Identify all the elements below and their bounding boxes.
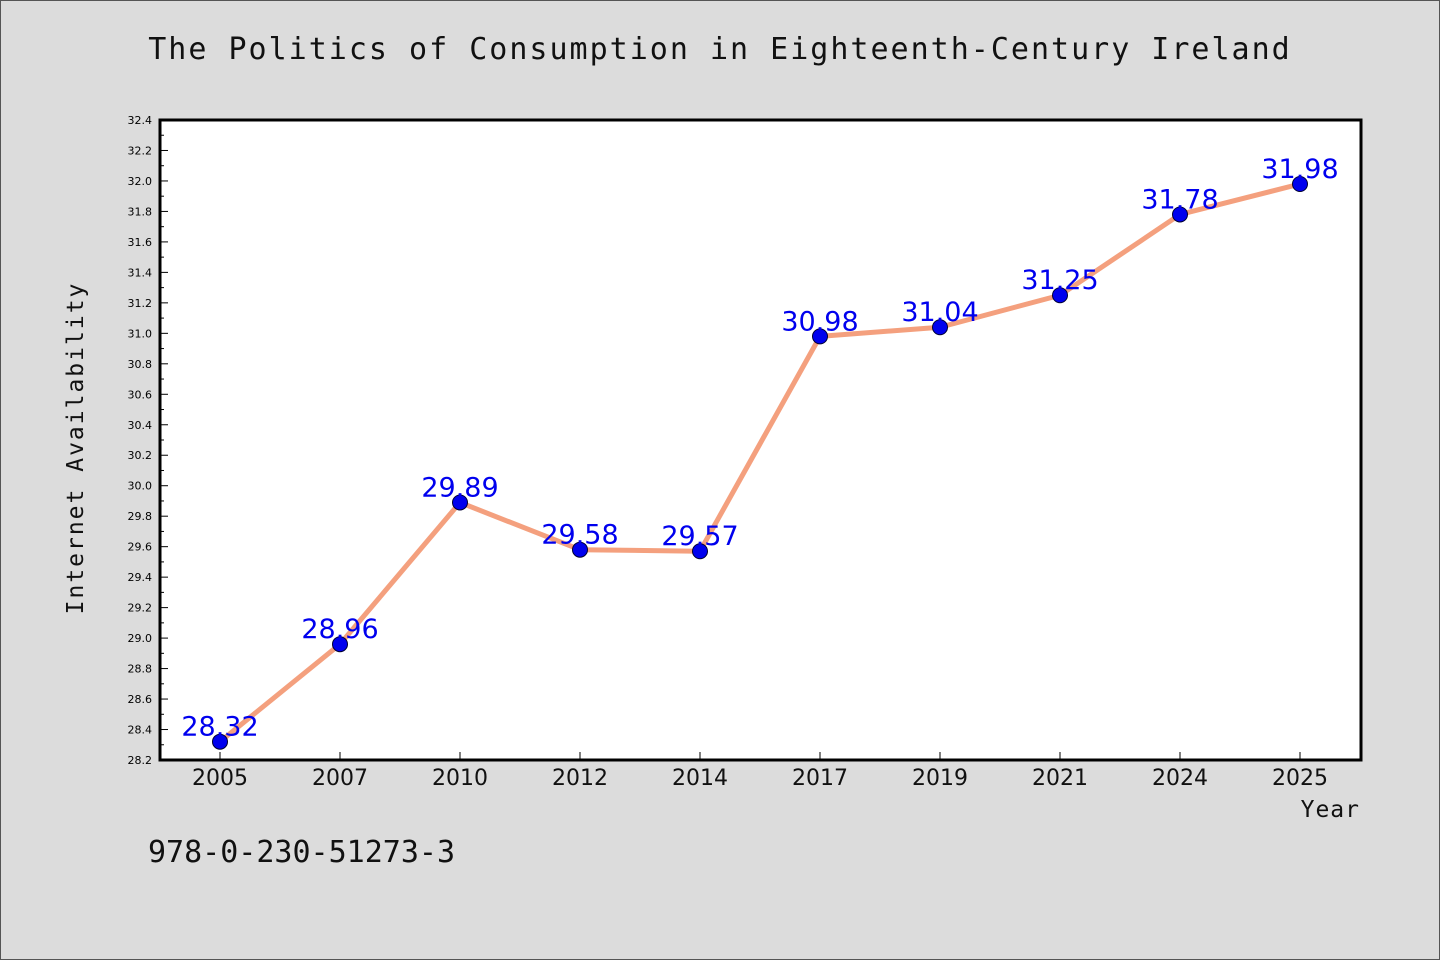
data-label: 30.98 — [781, 306, 858, 337]
y-tick-label: 30.8 — [128, 358, 153, 371]
series-layer — [212, 176, 1308, 750]
data-label: 31.04 — [901, 297, 978, 328]
data-label: 29.58 — [541, 520, 618, 551]
data-labels: 28.32 28.96 29.89 29.58 29.57 30.98 31.04 31.25… — [181, 154, 1338, 743]
x-tick-label: 2021 — [1032, 766, 1088, 791]
data-point — [812, 328, 828, 345]
y-tick-label: 31.0 — [128, 327, 153, 340]
data-label: 29.89 — [421, 472, 498, 503]
data-label: 28.96 — [301, 614, 378, 645]
data-point — [1292, 176, 1308, 192]
y-tick-label: 32.4 — [128, 114, 153, 127]
y-axis: 28.2 28.4 28.6 28.8 29.0 29.2 29.4 29.6 29.8 30.0… — [128, 114, 168, 767]
y-tick-label: 29.6 — [128, 541, 153, 554]
y-tick-label: 30.2 — [128, 449, 153, 462]
y-tick-label: 29.4 — [128, 571, 153, 584]
y-tick-label: 30.6 — [128, 388, 153, 401]
data-label: 29.57 — [661, 521, 738, 552]
data-point — [692, 543, 708, 560]
y-tick-label: 28.8 — [128, 663, 153, 676]
y-tick-label: 32.0 — [128, 175, 153, 188]
data-label: 31.78 — [1141, 184, 1218, 215]
data-point — [572, 541, 588, 558]
y-tick-label: 32.2 — [128, 144, 153, 157]
y-tick-label: 29.0 — [128, 632, 153, 645]
y-tick-label: 29.2 — [128, 602, 153, 615]
data-point — [452, 494, 468, 511]
data-point — [1052, 287, 1068, 304]
y-tick-label: 28.4 — [128, 724, 153, 737]
x-axis: 2005 2007 2010 2012 2014 2017 2019 2021 2024 2025 — [192, 752, 1328, 791]
chart-title: The Politics of Consumption in Eighteent… — [148, 32, 1292, 67]
y-tick-label: 28.2 — [128, 754, 153, 767]
y-tick-label: 30.0 — [128, 480, 153, 493]
data-label: 31.98 — [1261, 154, 1338, 185]
x-tick-label: 2012 — [552, 766, 608, 791]
y-tick-label: 29.8 — [128, 510, 153, 523]
y-tick-label: 28.6 — [128, 693, 153, 706]
data-point — [932, 319, 948, 336]
y-tick-label: 31.2 — [128, 297, 153, 310]
y-tick-label: 30.4 — [128, 419, 153, 432]
x-axis-label: Year — [1300, 797, 1360, 823]
footer-code: 978-0-230-51273-3 — [148, 835, 456, 870]
x-tick-label: 2025 — [1272, 766, 1328, 791]
x-tick-label: 2017 — [792, 766, 848, 791]
y-tick-label: 31.4 — [128, 266, 153, 279]
x-tick-label: 2005 — [192, 766, 248, 791]
x-tick-label: 2010 — [432, 766, 488, 791]
x-tick-label: 2007 — [312, 766, 368, 791]
data-label: 31.25 — [1021, 265, 1098, 296]
x-tick-label: 2014 — [672, 766, 728, 791]
series-line — [217, 181, 1303, 745]
data-point — [332, 636, 348, 653]
x-tick-label: 2019 — [912, 766, 968, 791]
x-tick-label: 2024 — [1152, 766, 1208, 791]
data-label: 28.32 — [181, 712, 258, 743]
y-tick-label: 31.6 — [128, 236, 153, 249]
y-tick-label: 31.8 — [128, 205, 153, 218]
data-point — [1172, 206, 1188, 223]
data-point — [212, 733, 228, 750]
